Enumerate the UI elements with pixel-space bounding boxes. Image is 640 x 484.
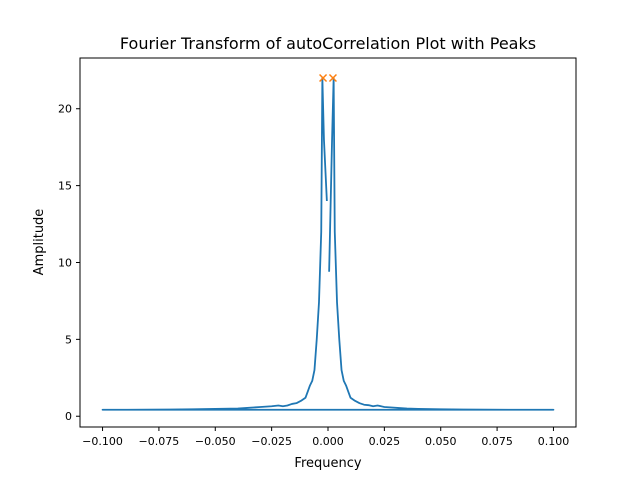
x-tick-label: −0.025 bbox=[251, 435, 292, 448]
plot-area bbox=[101, 73, 555, 411]
peak-marker bbox=[328, 73, 337, 83]
x-axis-ticks: −0.100 −0.075 −0.050 −0.025 0.000 0.025 0.050 0… bbox=[82, 427, 569, 448]
fft-amplitude-line bbox=[101, 77, 555, 411]
y-tick-label: 5 bbox=[65, 333, 72, 346]
x-tick-label: 0.050 bbox=[425, 435, 457, 448]
x-tick-label: 0.100 bbox=[538, 435, 570, 448]
x-tick-label: 0.025 bbox=[369, 435, 401, 448]
x-tick-label: −0.050 bbox=[195, 435, 236, 448]
peak-marker bbox=[319, 73, 328, 83]
y-tick-label: 20 bbox=[58, 103, 72, 116]
y-tick-label: 15 bbox=[58, 180, 72, 193]
y-tick-label: 0 bbox=[65, 410, 72, 423]
chart-title: Fourier Transform of autoCorrelation Plo… bbox=[120, 34, 536, 53]
x-tick-label: −0.075 bbox=[139, 435, 180, 448]
y-axis-ticks: 0 5 10 15 20 bbox=[58, 103, 80, 423]
x-tick-label: −0.100 bbox=[82, 435, 123, 448]
y-tick-label: 10 bbox=[58, 256, 72, 269]
y-axis-label: Amplitude bbox=[32, 209, 47, 276]
x-tick-label: 0.075 bbox=[481, 435, 513, 448]
axes-frame bbox=[79, 57, 577, 428]
x-axis-label: Frequency bbox=[294, 456, 361, 471]
x-tick-label: 0.000 bbox=[312, 435, 344, 448]
